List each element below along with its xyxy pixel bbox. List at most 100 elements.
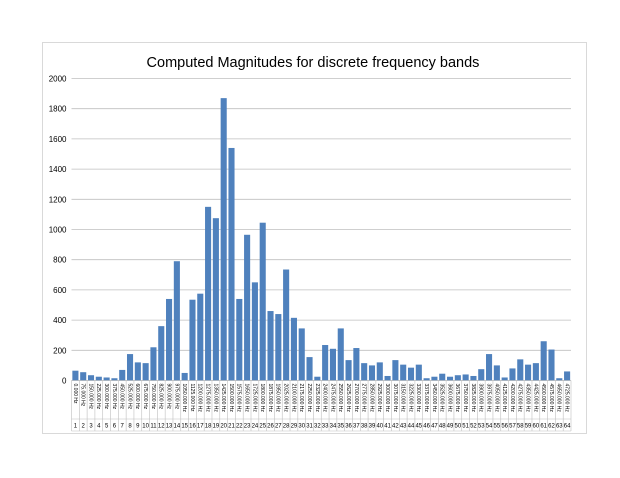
category-index-label: 9 bbox=[136, 424, 140, 430]
bar bbox=[462, 374, 469, 381]
x-tick-label: 3375.000 Hz bbox=[423, 384, 429, 413]
category-index-label: 61 bbox=[540, 424, 547, 430]
y-tick-label: 600 bbox=[53, 286, 67, 295]
category-index-label: 10 bbox=[142, 424, 149, 430]
bar bbox=[423, 378, 430, 381]
y-tick-label: 800 bbox=[53, 256, 67, 265]
category-table bbox=[71, 380, 572, 432]
grid-layer bbox=[71, 78, 571, 381]
category-index-label: 16 bbox=[189, 424, 196, 430]
bar bbox=[361, 363, 368, 381]
bar bbox=[407, 367, 415, 381]
x-tick-label: 1125.000 Hz bbox=[189, 384, 195, 412]
bar bbox=[189, 299, 196, 381]
category-index-label: 48 bbox=[439, 424, 446, 430]
x-tick-label: 2400.000 Hz bbox=[322, 384, 328, 413]
category-index-label: 32 bbox=[314, 424, 321, 430]
x-tick-label: 1950.000 Hz bbox=[275, 384, 281, 413]
bar bbox=[298, 328, 305, 381]
category-index-label: 62 bbox=[548, 424, 555, 430]
category-index-label: 47 bbox=[431, 424, 438, 430]
x-tick-label: 3450.000 Hz bbox=[431, 384, 437, 413]
bar bbox=[525, 364, 532, 381]
x-tick-label: 2925.000 Hz bbox=[376, 384, 382, 413]
category-index-label: 11 bbox=[150, 424, 157, 430]
category-index-label: 49 bbox=[447, 424, 454, 430]
category-index-label: 53 bbox=[478, 424, 485, 430]
x-tick-label: 3600.000 Hz bbox=[446, 384, 452, 413]
x-tick-label: 600.000 Hz bbox=[134, 384, 140, 410]
category-index-label: 12 bbox=[158, 424, 165, 430]
x-tick-label: 1800.000 Hz bbox=[259, 384, 265, 413]
x-tick-label: 2175.000 Hz bbox=[298, 384, 304, 413]
bar bbox=[345, 360, 352, 381]
category-index-label: 56 bbox=[501, 424, 508, 430]
x-tick-label: 4200.000 Hz bbox=[509, 384, 515, 413]
chart-svg: Computed Magnitudes for discrete frequen… bbox=[49, 55, 572, 432]
category-index-label: 27 bbox=[275, 424, 282, 430]
x-tick-label: 4050.000 Hz bbox=[493, 384, 499, 413]
category-index-label: 26 bbox=[267, 424, 274, 430]
x-tick-label: 1275.000 Hz bbox=[204, 384, 210, 413]
category-index-label: 52 bbox=[470, 424, 477, 430]
y-tick-label: 1200 bbox=[49, 195, 67, 204]
category-index-label: 25 bbox=[259, 424, 266, 430]
y-axis-ticks: 0 200 400 600 800 1000 1200 1400 1600 1800 2000 bbox=[49, 75, 67, 386]
x-tick-label: 3675.000 Hz bbox=[454, 384, 460, 413]
category-index-label: 20 bbox=[220, 424, 227, 430]
category-index-label: 57 bbox=[509, 424, 516, 430]
y-tick-label: 1000 bbox=[49, 226, 67, 235]
bar bbox=[283, 269, 290, 381]
bar bbox=[446, 376, 454, 381]
bar bbox=[501, 377, 508, 381]
bar bbox=[353, 348, 360, 381]
y-tick-label: 400 bbox=[53, 316, 67, 325]
bar bbox=[306, 357, 313, 381]
bar bbox=[244, 234, 251, 381]
x-tick-label: 3225.000 Hz bbox=[407, 384, 413, 413]
x-tick-label: 900.000 Hz bbox=[165, 384, 171, 410]
category-index-label: 59 bbox=[525, 424, 532, 430]
x-tick-label: 2550.000 Hz bbox=[337, 384, 343, 413]
x-tick-label: 4650.000 Hz bbox=[556, 384, 562, 413]
x-tick-label: 2325.000 Hz bbox=[314, 384, 320, 413]
category-index-label: 38 bbox=[361, 424, 368, 430]
bar bbox=[478, 369, 485, 381]
category-index-label: 18 bbox=[205, 424, 212, 430]
bar bbox=[556, 378, 563, 381]
x-tick-label: 525.000 Hz bbox=[126, 384, 132, 410]
bar bbox=[532, 363, 539, 381]
bar bbox=[400, 364, 407, 381]
bar bbox=[337, 328, 344, 381]
x-tick-label: 4425.000 Hz bbox=[532, 384, 538, 413]
x-tick-label: 3075.000 Hz bbox=[392, 384, 398, 413]
x-tick-label: 1200.000 Hz bbox=[197, 384, 203, 413]
bar bbox=[259, 222, 266, 381]
bar bbox=[103, 377, 110, 381]
bar bbox=[564, 371, 571, 381]
category-index-label: 44 bbox=[408, 424, 415, 430]
bar bbox=[368, 365, 376, 381]
x-tick-label: 3750.000 Hz bbox=[462, 384, 468, 413]
x-tick-label: 4575.000 Hz bbox=[548, 384, 554, 413]
category-index-label: 36 bbox=[345, 424, 352, 430]
x-tick-label: 825.000 Hz bbox=[158, 384, 164, 410]
category-index-label: 33 bbox=[322, 424, 329, 430]
bar bbox=[439, 373, 446, 381]
category-index-label: 13 bbox=[166, 424, 173, 430]
bar bbox=[267, 311, 274, 381]
bar bbox=[220, 98, 227, 381]
bar bbox=[470, 375, 477, 381]
category-index-label: 28 bbox=[283, 424, 290, 430]
chart-title: Computed Magnitudes for discrete frequen… bbox=[147, 55, 480, 71]
category-index-label: 42 bbox=[392, 424, 399, 430]
bar bbox=[376, 362, 383, 381]
bar bbox=[329, 348, 337, 381]
category-index-label: 2 bbox=[82, 424, 86, 430]
bar bbox=[517, 359, 524, 381]
category-index-label: 21 bbox=[228, 424, 235, 430]
category-index-label: 39 bbox=[369, 424, 376, 430]
bar bbox=[72, 370, 79, 381]
y-tick-label: 1600 bbox=[49, 135, 67, 144]
x-tick-label: 2625.000 Hz bbox=[345, 384, 351, 413]
